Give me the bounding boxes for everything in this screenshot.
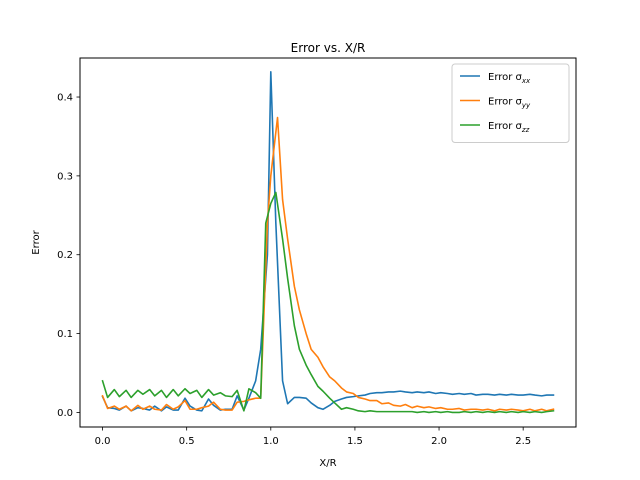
y-tick-label: 0.3 bbox=[57, 171, 73, 182]
chart-title: Error vs. X/R bbox=[291, 41, 366, 55]
x-axis: 0.0 0.5 1.0 1.5 2.0 2.5 bbox=[95, 427, 531, 447]
y-axis-label: Error bbox=[31, 229, 42, 254]
x-tick-label: 2.5 bbox=[515, 436, 531, 447]
legend-label-xx: Error σxx bbox=[488, 72, 531, 85]
x-tick-label: 0.5 bbox=[179, 436, 195, 447]
series-layer bbox=[101, 71, 555, 414]
legend-label-yy: Error σyy bbox=[488, 97, 531, 110]
series-line-yy bbox=[101, 116, 555, 412]
x-tick-label: 2.0 bbox=[431, 436, 447, 447]
y-tick-label: 0.1 bbox=[57, 329, 73, 340]
x-tick-label: 1.5 bbox=[347, 436, 363, 447]
y-tick-label: 0.4 bbox=[57, 93, 73, 104]
x-tick-label: 1.0 bbox=[263, 436, 279, 447]
y-tick-label: 0.0 bbox=[57, 408, 73, 419]
legend-label-zz: Error σzz bbox=[488, 121, 530, 134]
series-line-zz bbox=[101, 191, 555, 414]
plot-area bbox=[79, 57, 577, 428]
x-axis-label: X/R bbox=[319, 458, 336, 469]
legend-box bbox=[451, 63, 570, 143]
y-axis: 0.0 0.1 0.2 0.3 0.4 bbox=[57, 93, 80, 419]
y-tick-label: 0.2 bbox=[57, 250, 73, 261]
series-line-xx bbox=[101, 71, 555, 412]
legend: Error σxx Error σyy Error σzz bbox=[451, 63, 570, 143]
axes-frame bbox=[79, 57, 577, 428]
x-tick-label: 0.0 bbox=[95, 436, 111, 447]
